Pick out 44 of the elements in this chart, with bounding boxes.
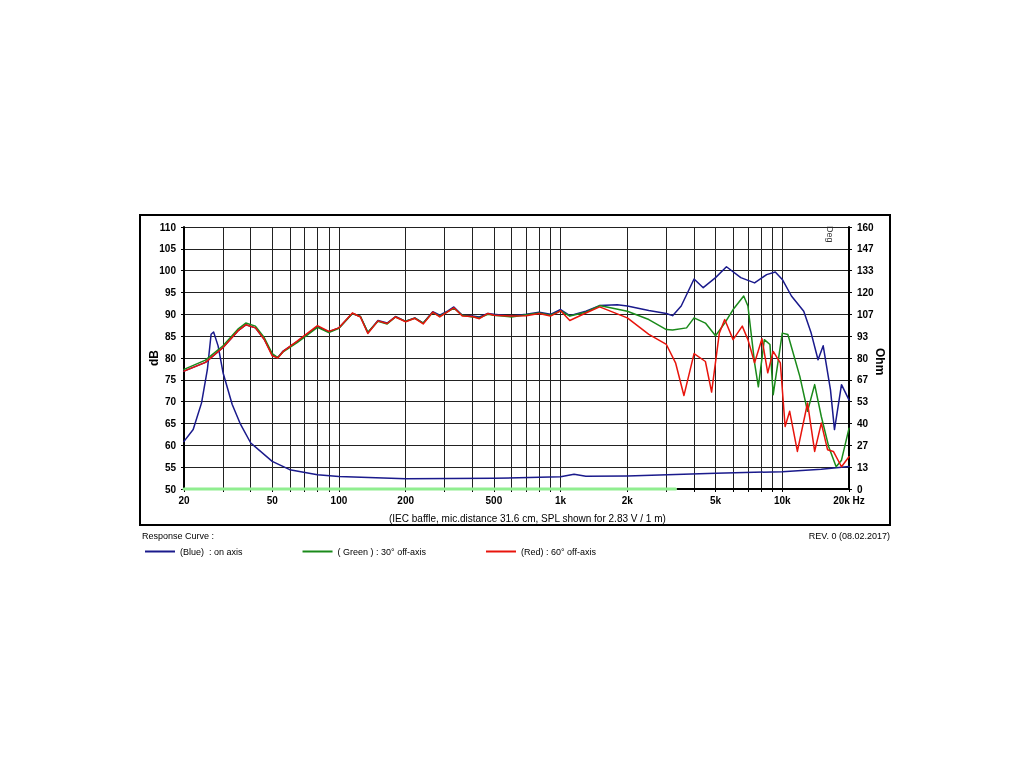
y2-tick-label: 67	[857, 374, 869, 386]
x-tick-label: 5k	[709, 494, 722, 506]
y-tick-label: 105	[159, 243, 177, 255]
y-tick-label: 100	[159, 265, 177, 277]
legend-label: (Blue) : on axis	[180, 546, 244, 557]
x-tick-label: 500	[485, 494, 503, 506]
y2-axis-title: Ohm	[873, 348, 887, 376]
y2-tick-label: 0	[857, 483, 863, 495]
y-axis-title: dB	[147, 349, 161, 366]
y2-tick-label: 120	[857, 287, 875, 298]
y-tick-label: 50	[164, 483, 177, 495]
y2-tick-label: 27	[857, 439, 869, 451]
y2-tick-label: 93	[857, 330, 869, 342]
y2-tick-label: 80	[857, 352, 869, 364]
x-tick-label: 50	[266, 494, 279, 506]
x-tick-label: 2k	[621, 494, 634, 506]
x-tick-label: 20	[178, 494, 190, 506]
y-tick-label: 95	[164, 287, 177, 298]
y-tick-label: 75	[164, 374, 177, 386]
y-tick-label: 85	[164, 330, 177, 342]
y2-tick-label: 147	[857, 243, 875, 255]
legend-title: Response Curve :	[142, 530, 215, 541]
y-tick-label: 55	[164, 461, 177, 473]
x-axis-title: (IEC baffle, mic.distance 31.6 cm, SPL shown for 2.83 V / 1 m)	[389, 512, 666, 524]
y-tick-label: 60	[164, 439, 177, 451]
legend-label: (Red) : 60° off-axis	[520, 546, 597, 557]
x-tick-label: 20k Hz	[833, 494, 865, 506]
y-tick-label: 110	[159, 221, 177, 233]
x-tick-label: 1k	[555, 494, 567, 506]
y2-tick-label: 107	[857, 308, 875, 320]
legend-label: ( Green ) : 30° off-axis	[337, 546, 427, 557]
y2-tick-label: 133	[857, 265, 875, 277]
x-tick-label: 100	[330, 494, 348, 506]
y-tick-label: 80	[164, 352, 177, 364]
y2-tick-label: 40	[857, 418, 869, 429]
y-tick-label: 65	[164, 418, 177, 429]
y-tick-label: 70	[164, 396, 177, 408]
y-tick-label: 90	[164, 308, 177, 320]
x-tick-label: 200	[397, 494, 415, 506]
x-tick-label: 10k	[773, 494, 792, 506]
y2-tick-label: 13	[857, 461, 869, 473]
y2-tick-label: 53	[857, 396, 869, 408]
text: REV. 0 (08.02.2017)	[808, 530, 891, 541]
y2-tick-label: 160	[857, 221, 875, 233]
